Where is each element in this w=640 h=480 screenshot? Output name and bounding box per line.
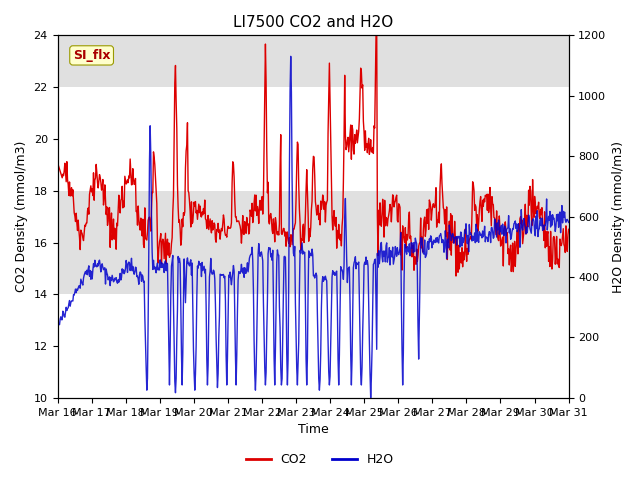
X-axis label: Time: Time	[298, 423, 328, 436]
Legend: CO2, H2O: CO2, H2O	[241, 448, 399, 471]
Bar	[58, 36, 568, 87]
Title: LI7500 CO2 and H2O: LI7500 CO2 and H2O	[233, 15, 393, 30]
Y-axis label: CO2 Density (mmol/m3): CO2 Density (mmol/m3)	[15, 141, 28, 292]
Bar	[58, 191, 568, 294]
Text: SI_flx: SI_flx	[73, 49, 110, 62]
Y-axis label: H2O Density (mmol/m3): H2O Density (mmol/m3)	[612, 141, 625, 293]
